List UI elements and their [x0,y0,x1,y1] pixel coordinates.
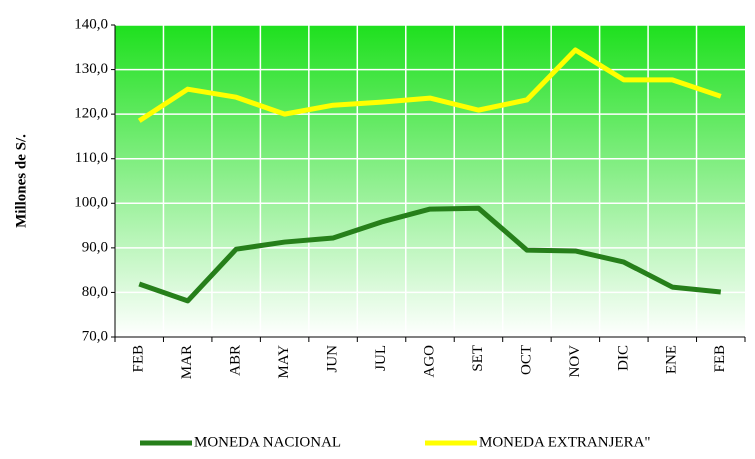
x-tick-label: ENE [664,345,680,374]
y-tick-label: 70,0 [82,328,108,344]
legend-label: MONEDA EXTRANJERA" [479,434,651,450]
x-tick-label: FEB [712,345,728,373]
x-tick-label: AGO [421,345,437,378]
y-tick-label: 80,0 [82,284,108,300]
series-line [137,47,722,123]
x-tick-label: MAR [179,345,195,379]
y-tick-label: 90,0 [82,239,108,255]
legend-label: MONEDA NACIONAL [194,434,341,450]
x-tick-label: FEB [131,345,147,373]
x-tick-label: SET [470,345,486,372]
plot-area [115,25,745,337]
series-line [138,205,722,304]
x-tick-label: JUN [325,345,341,373]
x-tick-label: MAY [276,345,292,379]
y-axis-label: Millones de S/. [13,134,29,228]
y-tick-label: 130,0 [74,61,108,77]
x-tick-label: OCT [518,345,534,375]
x-tick-label: NOV [567,345,583,378]
y-tick-label: 120,0 [74,106,108,122]
x-tick-label: ABR [228,345,244,376]
y-tick-label: 110,0 [75,150,108,166]
y-tick-label: 100,0 [74,195,108,211]
x-tick-label: JUL [373,345,389,371]
y-tick-label: 140,0 [74,16,108,32]
x-tick-label: DIC [615,345,631,371]
